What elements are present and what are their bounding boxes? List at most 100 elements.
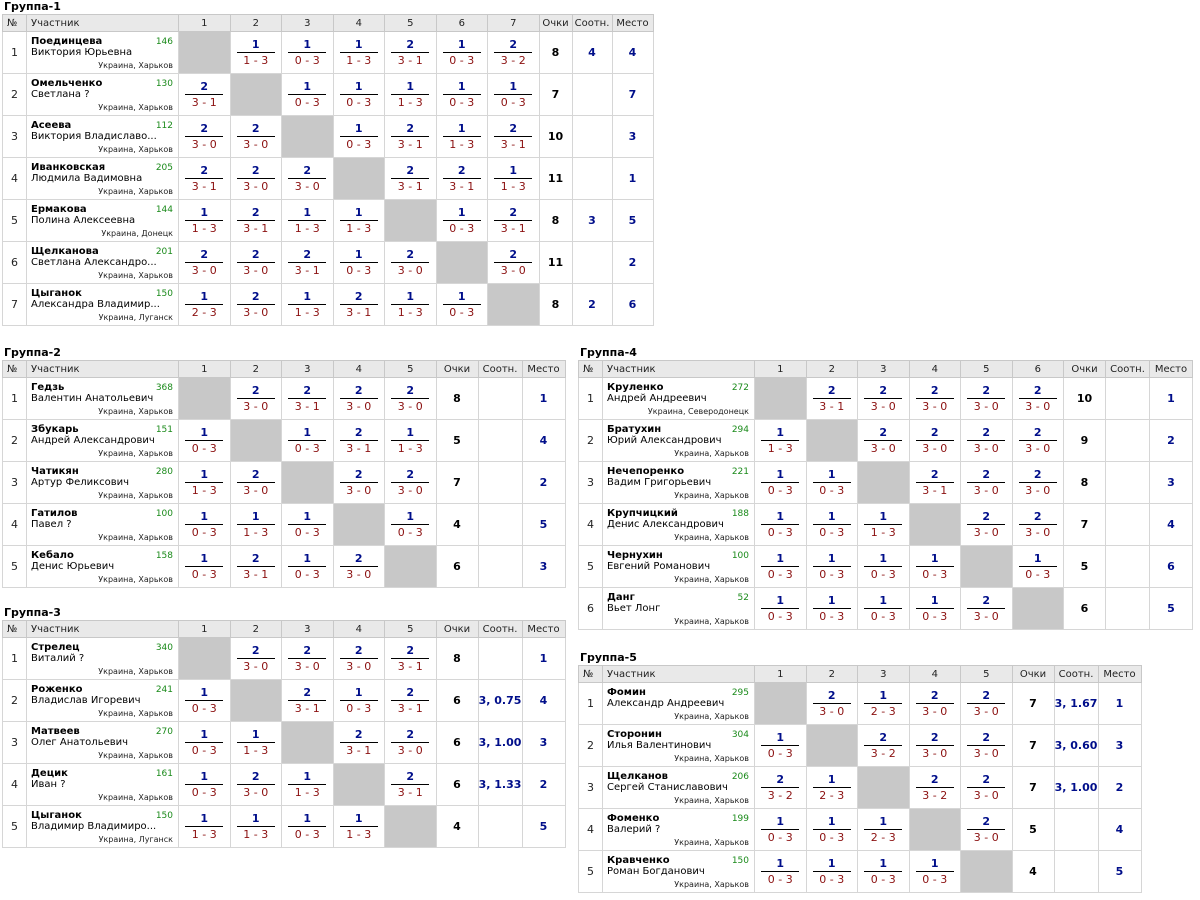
player-surname[interactable]: Гедзь: [31, 382, 65, 393]
participant-cell[interactable]: Чернухин 100 Евгений Романович Украина, Хар…: [602, 545, 755, 588]
participant-cell[interactable]: Фомин 295 Александр Андреевич Украина, Харь…: [602, 682, 755, 725]
player-surname[interactable]: Щелканова: [31, 246, 99, 257]
player-surname[interactable]: Сторонин: [607, 729, 662, 740]
player-surname[interactable]: Поединцева: [31, 36, 103, 47]
player-surname[interactable]: Иванковская: [31, 162, 106, 173]
participant-cell[interactable]: Поединцева 146 Виктория Юрьевна Украина, Ха…: [26, 31, 179, 74]
player-surname[interactable]: Чернухин: [607, 550, 663, 561]
player-surname[interactable]: Кравченко: [607, 855, 670, 866]
participant-cell[interactable]: Цыганок 150 Владимир Владимиро... Украина, …: [26, 805, 179, 848]
participant-cell[interactable]: Гедзь 368 Валентин Анатольевич Украина, Хар…: [26, 377, 179, 420]
player-surname[interactable]: Круленко: [607, 382, 664, 393]
player-surname[interactable]: Данг: [607, 592, 635, 603]
participant-cell[interactable]: Круленко 272 Андрей Андреевич Украина, Севе…: [602, 377, 755, 420]
player-surname[interactable]: Роженко: [31, 684, 83, 695]
player-surname[interactable]: Кебало: [31, 550, 74, 561]
player-surname[interactable]: Децик: [31, 768, 68, 779]
participant-cell[interactable]: Данг 52 Вьет Лонг Украина, Харьков: [602, 587, 755, 630]
player-surname[interactable]: Матвеев: [31, 726, 80, 737]
player-surname[interactable]: Ермакова: [31, 204, 87, 215]
player-surname[interactable]: Збукарь: [31, 424, 79, 435]
player-surname[interactable]: Асеева: [31, 120, 72, 131]
participant-cell[interactable]: Сторонин 304 Илья Валентинович Украина, Хар…: [602, 724, 755, 767]
participant-cell[interactable]: Цыганок 150 Александра Владимир... Украина,…: [26, 283, 179, 326]
player-surname[interactable]: Цыганок: [31, 810, 82, 821]
player-surname[interactable]: Гатилов: [31, 508, 78, 519]
player-surname[interactable]: Стрелец: [31, 642, 80, 653]
